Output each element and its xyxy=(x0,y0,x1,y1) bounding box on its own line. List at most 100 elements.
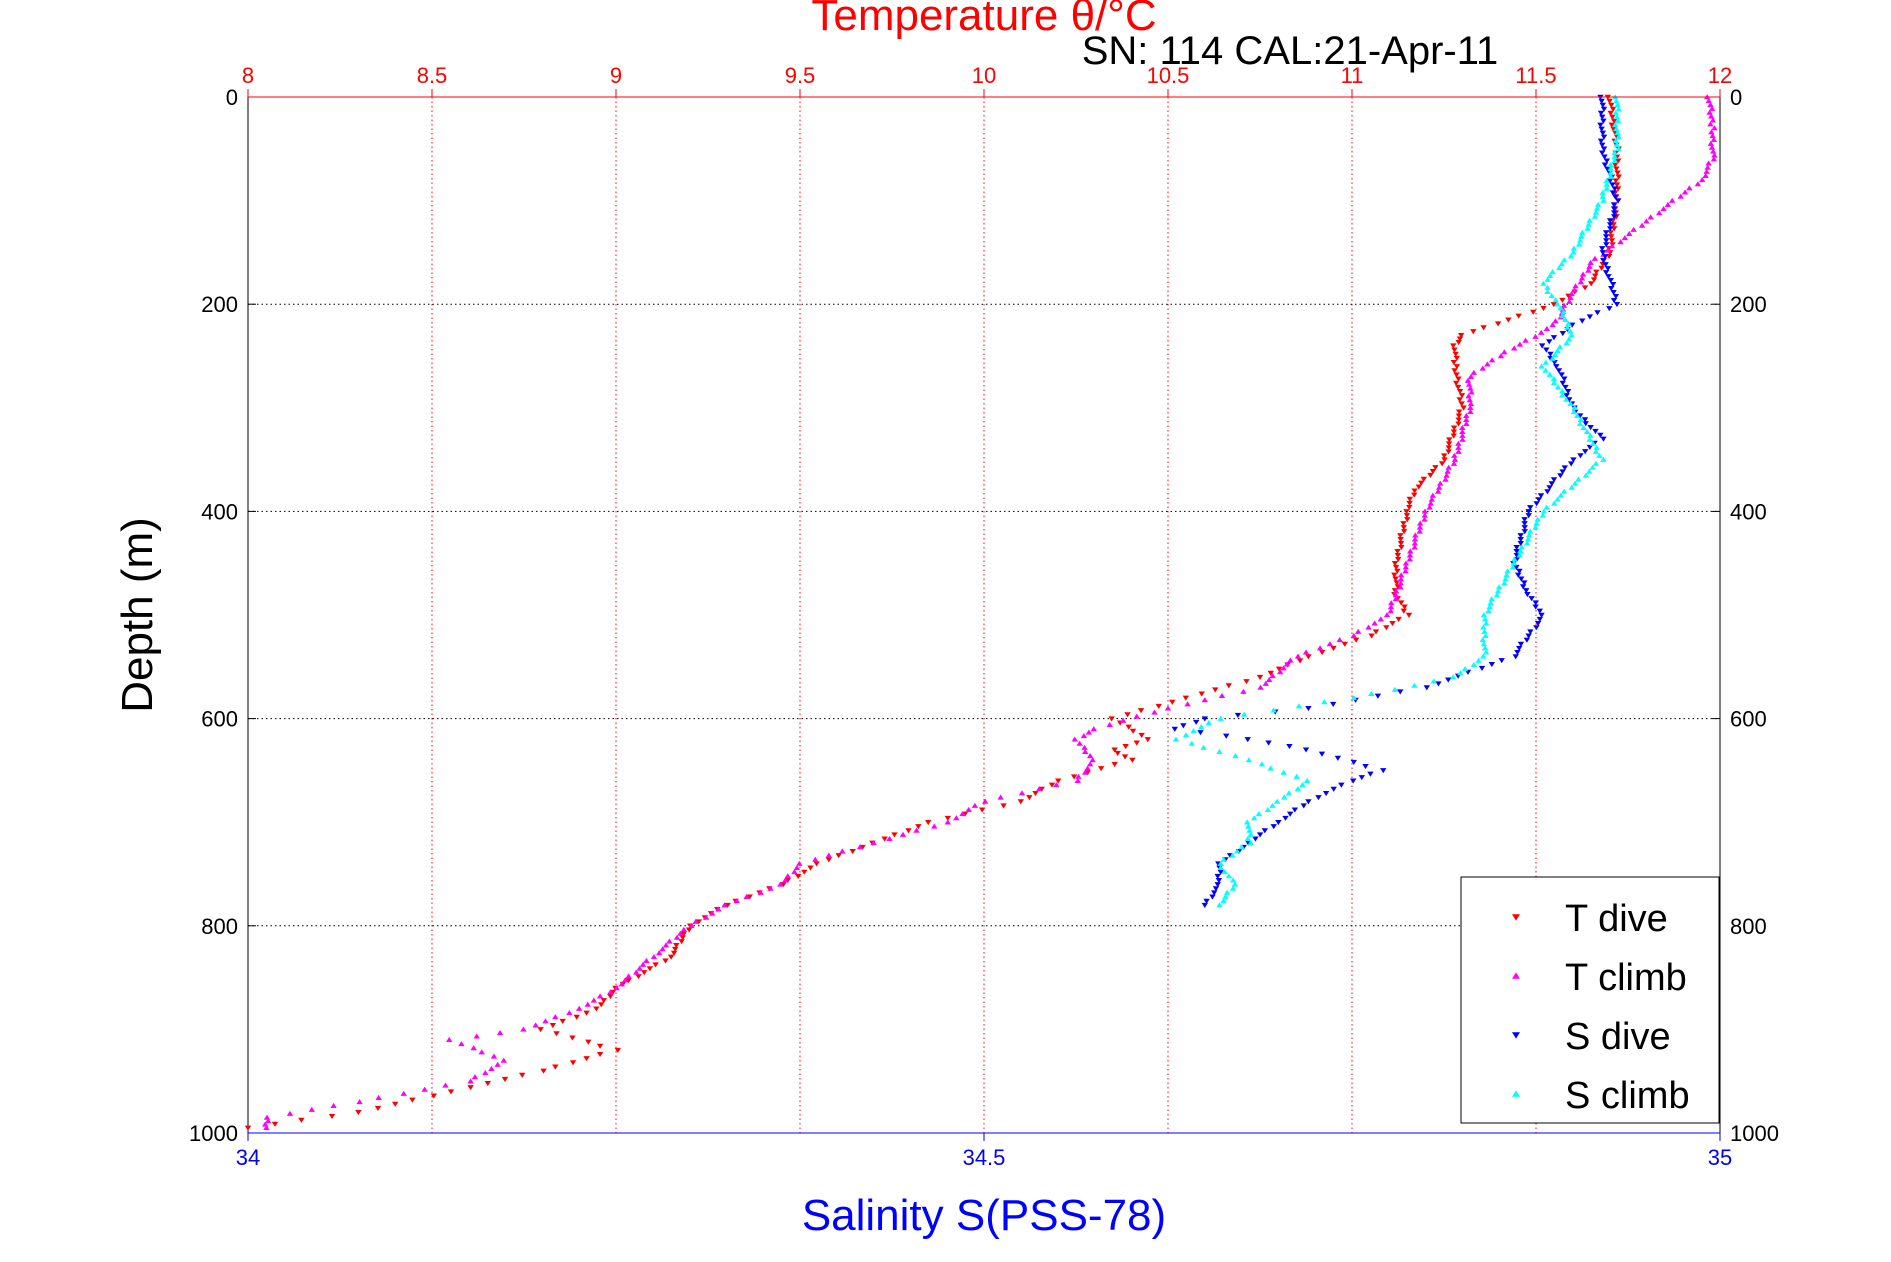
data-point xyxy=(1329,701,1337,707)
data-point xyxy=(1532,333,1539,339)
data-point xyxy=(1532,524,1539,530)
data-point xyxy=(1106,721,1113,728)
data-point xyxy=(1258,761,1266,767)
data-point xyxy=(1607,169,1614,175)
data-point xyxy=(1581,417,1589,423)
data-point xyxy=(1546,371,1554,377)
data-point xyxy=(1705,160,1712,166)
data-point xyxy=(1241,711,1248,717)
data-point xyxy=(1609,190,1617,196)
data-point xyxy=(1610,290,1617,296)
data-point xyxy=(1614,102,1621,108)
data-point xyxy=(1607,161,1614,167)
data-point xyxy=(400,1090,407,1096)
data-point xyxy=(1270,707,1277,713)
data-point xyxy=(1380,768,1387,774)
data-point xyxy=(1456,388,1464,395)
data-point xyxy=(1444,468,1451,474)
data-point xyxy=(1707,101,1714,108)
data-point xyxy=(1108,716,1115,722)
data-point xyxy=(1458,401,1465,407)
data-point xyxy=(1516,645,1523,652)
data-point xyxy=(1550,375,1558,382)
data-point xyxy=(1497,353,1505,359)
data-point xyxy=(1229,885,1237,891)
data-point xyxy=(1397,541,1405,547)
data-point xyxy=(1371,620,1378,626)
y-axis-title: Depth (m) xyxy=(113,517,162,713)
data-point xyxy=(1598,126,1605,132)
data-point xyxy=(1660,206,1667,212)
data-point xyxy=(1282,815,1289,821)
data-point xyxy=(1512,654,1519,660)
data-point xyxy=(1459,424,1466,430)
data-point xyxy=(1543,347,1550,353)
data-point xyxy=(1611,186,1618,192)
data-point xyxy=(1602,270,1610,276)
data-point xyxy=(1411,682,1418,688)
data-point xyxy=(1155,703,1162,710)
data-point xyxy=(596,1043,604,1049)
data-point xyxy=(1606,98,1613,104)
data-point xyxy=(1442,476,1449,482)
data-point xyxy=(1275,666,1283,672)
data-point xyxy=(1511,556,1518,562)
data-point xyxy=(1564,388,1572,395)
legend-marker xyxy=(1512,972,1520,979)
data-point xyxy=(1593,269,1600,275)
data-point xyxy=(1597,122,1604,128)
data-point xyxy=(1421,516,1428,522)
data-point xyxy=(1450,429,1458,435)
data-point xyxy=(1486,604,1493,610)
data-point xyxy=(1540,280,1547,286)
data-point xyxy=(1450,425,1458,431)
data-point xyxy=(1456,336,1464,342)
data-point xyxy=(1070,774,1078,780)
data-point xyxy=(1397,584,1404,590)
data-point xyxy=(1203,898,1210,904)
data-point xyxy=(1407,548,1414,554)
data-point xyxy=(1216,748,1223,754)
data-point xyxy=(1075,773,1082,779)
data-point xyxy=(1709,117,1717,123)
data-point xyxy=(1593,205,1601,211)
data-point xyxy=(1559,380,1566,386)
data-point xyxy=(1530,309,1537,315)
data-point xyxy=(1111,761,1118,768)
data-point xyxy=(1523,637,1531,643)
data-point xyxy=(1459,436,1466,442)
data-point xyxy=(1400,608,1407,614)
data-point xyxy=(1302,747,1310,753)
data-point xyxy=(1402,568,1409,574)
data-point xyxy=(633,969,640,975)
data-point xyxy=(1275,819,1282,826)
data-point xyxy=(1114,750,1121,757)
data-point xyxy=(1466,397,1473,403)
data-point xyxy=(1334,755,1342,761)
data-point xyxy=(679,935,686,941)
data-point xyxy=(1415,484,1423,490)
data-point xyxy=(1613,301,1621,308)
data-point xyxy=(1479,365,1486,371)
data-point xyxy=(1607,173,1615,179)
data-point xyxy=(1201,902,1208,908)
data-point xyxy=(1411,536,1419,542)
data-point xyxy=(1455,409,1463,415)
data-point xyxy=(1513,552,1520,559)
data-point xyxy=(1330,645,1337,652)
data-point xyxy=(1434,488,1442,494)
data-point xyxy=(355,1110,362,1116)
data-point xyxy=(1533,501,1540,507)
data-point xyxy=(1707,140,1715,146)
data-point xyxy=(1610,206,1618,212)
data-point xyxy=(1621,235,1629,241)
data-point xyxy=(1452,380,1460,386)
data-point xyxy=(1428,496,1435,502)
temperature-tick-label: 8.5 xyxy=(417,63,448,88)
depth-tick-label-left: 600 xyxy=(201,707,238,732)
data-point xyxy=(1245,823,1252,829)
data-point xyxy=(1611,214,1618,220)
legend-box xyxy=(1460,876,1720,1124)
data-point xyxy=(1552,318,1559,324)
